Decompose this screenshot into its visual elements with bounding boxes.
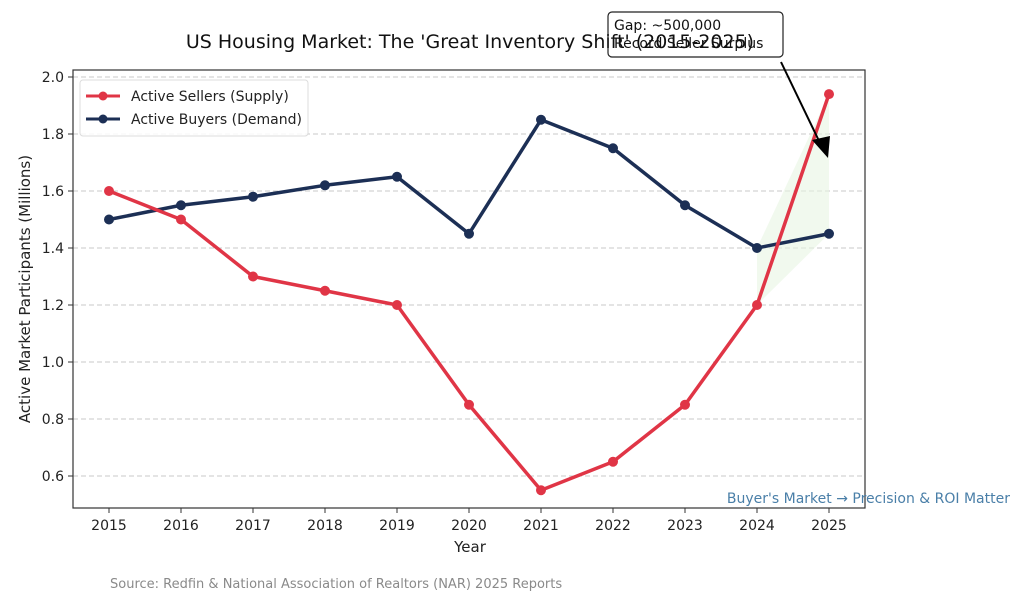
point-sellers-2015 [104, 186, 114, 196]
x-axis-label: Year [453, 538, 487, 556]
point-buyers-2023 [680, 200, 690, 211]
point-sellers-2016 [176, 214, 186, 225]
legend-label-sellers: Active Sellers (Supply) [131, 89, 289, 105]
y-tick-label: 1.4 [42, 241, 64, 257]
legend-box [79, 79, 309, 137]
legend-marker-sellers [98, 91, 108, 101]
x-tick-label: 2023 [667, 518, 703, 534]
point-sellers-2022 [608, 456, 618, 467]
y-tick-label: 1.2 [42, 298, 64, 314]
y-tick-label: 0.6 [42, 469, 64, 485]
chart-title: US Housing Market: The 'Great Inventory … [186, 31, 754, 53]
arrow-head-icon [812, 136, 830, 158]
series-sellers [104, 89, 834, 496]
legend-item-buyers: Active Buyers (Demand) [86, 112, 302, 128]
y-axis-label: Active Market Participants (Millions) [16, 155, 34, 423]
point-sellers-2025 [824, 89, 834, 100]
point-sellers-2023 [680, 399, 690, 410]
point-buyers-2016 [176, 200, 186, 211]
x-tick-label: 2025 [811, 518, 847, 534]
source-note: Source: Redfin & National Association of… [110, 577, 562, 592]
legend-marker-buyers [98, 114, 108, 124]
point-buyers-2019 [392, 171, 402, 182]
y-tick-label: 1.0 [42, 355, 64, 371]
point-buyers-2022 [608, 143, 618, 154]
x-tick-label: 2016 [163, 518, 199, 534]
x-tick-label: 2020 [451, 518, 487, 534]
point-sellers-2021 [536, 485, 546, 496]
annotation-arrow [780, 61, 821, 144]
point-sellers-2024 [752, 300, 762, 310]
y-tick-label: 1.6 [42, 184, 64, 200]
legend-label-buyers: Active Buyers (Demand) [131, 112, 302, 128]
series-layer [104, 89, 834, 496]
x-tick-label: 2019 [379, 518, 415, 534]
point-buyers-2015 [104, 214, 114, 225]
buyers-market-note: Buyer's Market → Precision & ROI Matter [727, 491, 1010, 507]
x-tick-label: 2021 [523, 518, 559, 534]
point-buyers-2024 [752, 243, 762, 253]
x-tick-label: 2022 [595, 518, 631, 534]
x-tick-label: 2015 [91, 518, 127, 534]
point-sellers-2020 [464, 399, 474, 410]
y-tick-label: 2.0 [42, 70, 64, 86]
x-axis: 2015 2016 2017 2018 2019 2020 2021 2022 2023 2024… [91, 508, 847, 534]
y-tick-label: 0.8 [42, 412, 64, 428]
legend: Active Sellers (Supply) Active Buyers (D… [79, 79, 309, 137]
series-buyers [104, 114, 834, 253]
annotation-box [607, 11, 784, 58]
legend-item-sellers: Active Sellers (Supply) [86, 89, 289, 105]
annotation-line-1: Gap: ~500,000 [614, 18, 721, 34]
point-buyers-2017 [248, 191, 258, 202]
y-tick-label: 1.8 [42, 127, 64, 143]
point-buyers-2025 [824, 228, 834, 239]
point-sellers-2017 [248, 271, 258, 282]
y-axis: 0.6 0.8 1.0 1.2 1.4 1.6 1.8 2.0 [42, 70, 73, 485]
x-tick-label: 2017 [235, 518, 271, 534]
point-buyers-2020 [464, 228, 474, 239]
x-tick-label: 2018 [307, 518, 343, 534]
point-sellers-2018 [320, 285, 330, 296]
point-sellers-2019 [392, 300, 402, 310]
line-sellers [108, 93, 831, 492]
point-buyers-2018 [320, 180, 330, 191]
x-tick-label: 2024 [739, 518, 775, 534]
grid-lines [73, 76, 865, 477]
annotation-line-2: Record Seller Surplus [614, 36, 763, 52]
gap-annotation: Gap: ~500,000 Record Seller Surplus [607, 11, 830, 158]
point-buyers-2021 [536, 114, 546, 125]
